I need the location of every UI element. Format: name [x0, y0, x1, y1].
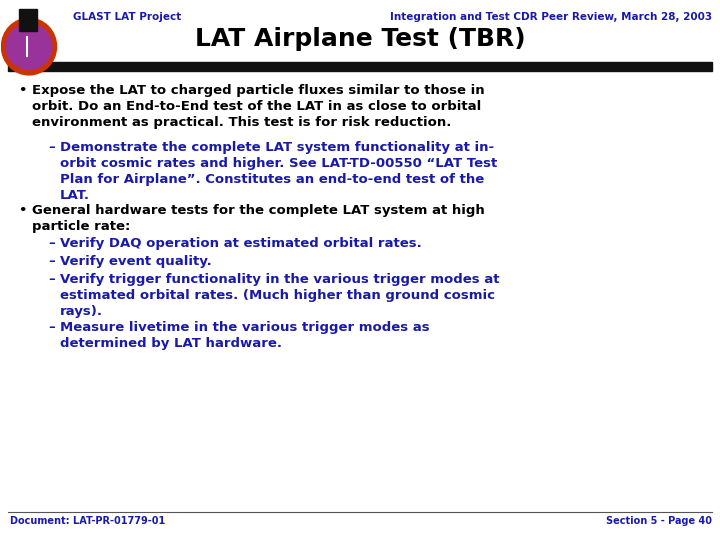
Text: Verify event quality.: Verify event quality.	[60, 255, 212, 268]
Text: Section 5 - Page 40: Section 5 - Page 40	[606, 516, 712, 526]
Text: Demonstrate the complete LAT system functionality at in-
orbit cosmic rates and : Demonstrate the complete LAT system func…	[60, 141, 498, 202]
Text: Document: LAT-PR-01779-01: Document: LAT-PR-01779-01	[10, 516, 166, 526]
Text: –: –	[48, 237, 55, 250]
Ellipse shape	[6, 24, 52, 69]
Ellipse shape	[1, 18, 57, 75]
Text: –: –	[48, 273, 55, 286]
Bar	[19, 9, 37, 31]
Text: Verify DAQ operation at estimated orbital rates.: Verify DAQ operation at estimated orbita…	[60, 237, 422, 250]
Text: –: –	[48, 321, 55, 334]
Text: –: –	[48, 141, 55, 154]
Text: Integration and Test CDR Peer Review, March 28, 2003: Integration and Test CDR Peer Review, Ma…	[390, 12, 712, 22]
Text: •: •	[18, 84, 27, 97]
Text: Verify trigger functionality in the various trigger modes at
estimated orbital r: Verify trigger functionality in the vari…	[60, 273, 500, 318]
Text: •: •	[18, 204, 27, 217]
Text: Expose the LAT to charged particle fluxes similar to those in
orbit. Do an End-t: Expose the LAT to charged particle fluxe…	[32, 84, 485, 129]
Text: General hardware tests for the complete LAT system at high
particle rate:: General hardware tests for the complete …	[32, 204, 485, 233]
Text: –: –	[48, 255, 55, 268]
Text: LAT Airplane Test (TBR): LAT Airplane Test (TBR)	[194, 27, 526, 51]
Text: Measure livetime in the various trigger modes as
determined by LAT hardware.: Measure livetime in the various trigger …	[60, 321, 430, 350]
Text: GLAST LAT Project: GLAST LAT Project	[73, 12, 181, 22]
Bar	[8, 62, 712, 71]
